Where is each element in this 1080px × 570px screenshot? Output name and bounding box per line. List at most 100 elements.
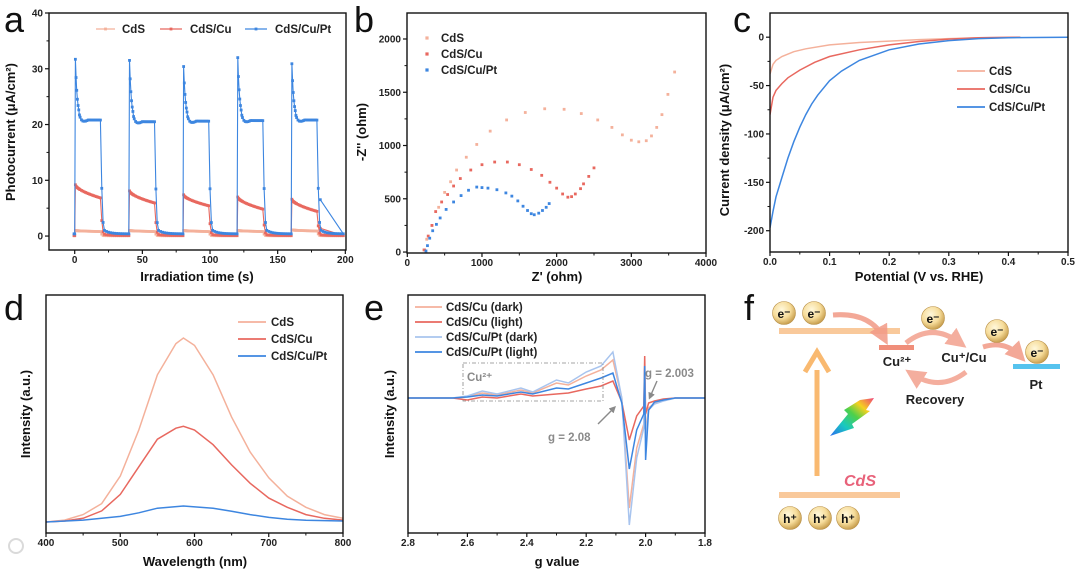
y-tick-label: 1000 [379,141,402,152]
data-point [529,168,533,171]
data-point [267,230,271,233]
hole-label: h⁺ [783,512,797,526]
data-point [673,70,677,74]
data-point [261,207,265,211]
data-point [426,244,429,248]
data-point [319,228,323,232]
x-tick-label: 0.3 [942,257,956,268]
data-point [532,213,536,217]
data-point [119,232,123,236]
data-point [99,118,102,122]
data-point [281,232,285,236]
hole-label: h⁺ [813,512,827,526]
data-point [127,232,131,236]
hole-sphere-icon [778,506,802,530]
data-point [660,113,664,117]
data-point [285,232,289,236]
data-point [467,188,470,192]
data-point [455,168,458,172]
legend-marker [254,27,258,31]
data-point [105,233,108,237]
data-point [541,209,544,212]
data-point [153,120,156,124]
data-point [237,75,240,78]
data-point [452,200,455,204]
data-point [339,232,343,236]
data-point [184,101,188,104]
g2003-arrow [648,380,658,400]
data-point [529,212,533,216]
data-point [430,224,434,227]
electron-label: e⁻ [777,307,790,321]
y-tick-label: 40 [32,9,44,20]
data-point [319,233,323,237]
data-point [115,233,119,237]
annotations: Cu²⁺ g = 2.08 g = 2.003 [462,362,694,444]
data-point [434,210,438,213]
y-axis-title: Current density (μA/cm²) [717,64,732,216]
data-point [119,234,123,237]
data-point [321,230,325,233]
data-point [505,160,509,164]
data-point [117,232,121,235]
legend-label: CdS/Cu/Pt [441,65,497,77]
y-axis-title: Intensity (a.u.) [382,370,397,458]
data-point [335,232,339,236]
data-point [103,232,106,236]
y-tick-label: 30 [32,64,44,75]
data-point [331,232,335,235]
panel-label-c: c [733,0,751,40]
hole-sphere-icon [836,506,860,530]
data-point [159,233,163,237]
data-point [163,231,167,235]
data-point [181,232,185,236]
data-point [129,90,133,94]
data-point [100,219,104,222]
panel-label-b: b [354,0,374,40]
data-point [175,232,179,236]
data-point [221,231,225,235]
data-point [171,232,175,235]
panel-label-d: d [4,287,24,328]
x-axis-title: Potential (V vs. RHE) [855,269,984,284]
data-point [175,234,179,237]
data-point [285,234,289,237]
data-point [315,118,319,122]
x-tick-label: 0.2 [882,257,896,268]
data-point [341,234,345,237]
legend-label: CdS/Cu [271,334,313,346]
data-point [185,110,189,114]
data-point [269,233,273,237]
conduction-band [779,328,900,334]
data-point [579,112,583,115]
electron-sphere-icon [921,306,945,330]
data-point [323,230,327,234]
cu2-label: Cu²⁺ [883,354,912,369]
data-point [207,204,211,208]
panel-label-f: f [744,287,755,328]
y-axis-title: Intensity (a.u.) [18,370,33,458]
data-point [181,234,185,237]
recovery-label: Recovery [906,392,965,407]
data-point [449,180,453,184]
data-point [655,126,659,129]
pt-label: Pt [1030,377,1044,392]
plot-area [46,337,343,523]
x-tick-label: 0.1 [823,257,837,268]
data-point [262,187,266,190]
data-point [316,186,320,190]
plot-frame [407,294,706,534]
data-point [281,234,285,237]
legend-marker [104,27,107,31]
data-point [261,119,265,123]
plot-frame [406,12,707,254]
chart-d: 400 500 600 700 800 d Intensity (a.u.) Waveleng… [4,287,352,569]
hole-particle: h⁺ [836,506,860,530]
data-point [132,117,136,121]
x-axis-title: Irradiation time (s) [140,269,253,284]
x-tick-label: 150 [269,255,286,266]
legend-label: CdS/Cu/Pt [275,24,331,36]
data-point [290,62,294,66]
data-point [225,232,229,235]
data-point [283,232,287,236]
